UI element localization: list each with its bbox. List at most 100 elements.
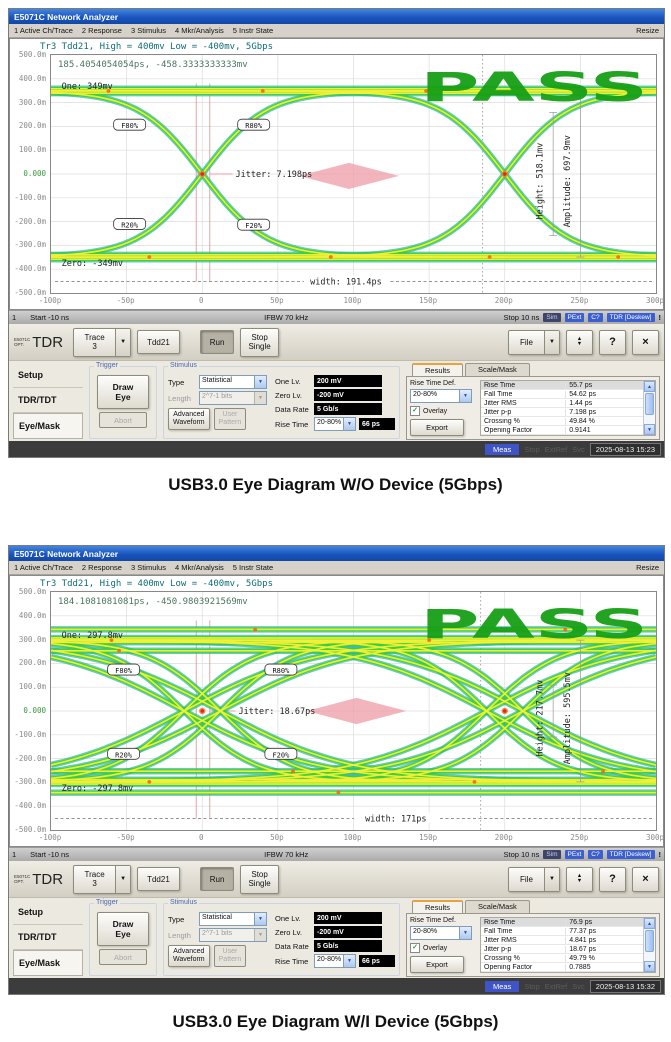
stop-single-button[interactable]: Stop Single	[240, 327, 279, 357]
type-dropdown[interactable]: Statistical ▼	[199, 375, 267, 389]
trace-select-button[interactable]: Trace 3 ▼	[73, 327, 132, 357]
tab-setup[interactable]: Setup	[13, 363, 83, 388]
window-title: E5071C Network Analyzer	[14, 11, 119, 22]
scroll-down-icon[interactable]: ▼	[644, 424, 655, 435]
menu-resize[interactable]: Resize	[636, 26, 659, 35]
ifbw-value: IFBW 70 kHz	[264, 313, 309, 322]
menu-instr-state[interactable]: 5 Instr State	[232, 563, 274, 572]
rise-time-def-dropdown[interactable]: 20-80% ▼	[314, 954, 356, 968]
menu-instr-state[interactable]: 5 Instr State	[232, 26, 274, 35]
tab-tdr-tdt[interactable]: TDR/TDT	[13, 925, 83, 950]
overlay-checkbox[interactable]: ✓	[410, 406, 420, 416]
badge-c2: C?	[588, 850, 603, 859]
tab-tdr-tdt[interactable]: TDR/TDT	[13, 388, 83, 413]
results-rise-def-dropdown[interactable]: 20-80% ▼	[410, 926, 472, 940]
tdd21-button[interactable]: Tdd21	[137, 330, 180, 354]
advanced-waveform-button[interactable]: Advanced Waveform	[168, 408, 210, 430]
abort-button[interactable]: Abort	[99, 949, 147, 965]
svg-text:Amplitude: 697.9mv: Amplitude: 697.9mv	[563, 135, 573, 227]
overlay-checkbox[interactable]: ✓	[410, 943, 420, 953]
file-button[interactable]: File ▼	[508, 329, 560, 355]
file-dropdown-arrow-icon[interactable]: ▼	[544, 330, 559, 354]
extref-status: ExtRef	[544, 444, 568, 454]
file-button[interactable]: File ▼	[508, 866, 560, 892]
advanced-line2: Waveform	[173, 419, 205, 426]
menu-mkr-analysis[interactable]: 4 Mkr/Analysis	[174, 563, 224, 572]
run-button[interactable]: Run	[199, 330, 235, 354]
rise-time-value[interactable]: 66 ps	[359, 955, 395, 967]
scrollbar-thumb[interactable]	[645, 393, 654, 415]
data-rate-value[interactable]: 5 Gb/s	[314, 403, 382, 415]
scrollbar-thumb[interactable]	[645, 930, 654, 952]
abort-button[interactable]: Abort	[99, 412, 147, 428]
draw-eye-button[interactable]: Draw Eye	[97, 375, 149, 409]
user-pattern-button[interactable]: User Pattern	[213, 945, 247, 967]
trace-select-button[interactable]: Trace 3 ▼	[73, 864, 132, 894]
window-title-bar[interactable]: E5071C Network Analyzer	[9, 9, 664, 24]
tab-scale-mask[interactable]: Scale/Mask	[465, 900, 530, 913]
expand-button[interactable]: ▲ ▼	[566, 866, 593, 892]
stop-value: Stop 10 ns	[503, 313, 540, 322]
help-button[interactable]: ?	[599, 329, 626, 355]
stop-single-button[interactable]: Stop Single	[240, 864, 279, 894]
svc-status: Svc	[572, 981, 585, 991]
tab-scale-mask[interactable]: Scale/Mask	[465, 363, 530, 376]
rise-time-def-dropdown[interactable]: 20-80% ▼	[314, 417, 356, 431]
trace-dropdown-arrow-icon[interactable]: ▼	[115, 328, 131, 356]
data-rate-label: Data Rate	[275, 941, 309, 951]
scroll-up-icon[interactable]: ▲	[644, 918, 655, 929]
tab-eye-mask[interactable]: Eye/Mask	[13, 413, 83, 439]
eye-diagram-plot[interactable]: 184.1081081081ps, -450.9803921569mv One: …	[50, 591, 657, 831]
rise-time-value[interactable]: 66 ps	[359, 418, 395, 430]
advanced-waveform-button[interactable]: Advanced Waveform	[168, 945, 210, 967]
results-rise-def-dropdown[interactable]: 20-80% ▼	[410, 389, 472, 403]
menu-stimulus[interactable]: 3 Stimulus	[130, 563, 166, 572]
user-pattern-line1: User	[222, 948, 238, 955]
user-pattern-line2: Pattern	[218, 956, 242, 963]
close-button[interactable]: ×	[632, 866, 659, 892]
draw-eye-button[interactable]: Draw Eye	[97, 912, 149, 946]
tab-setup[interactable]: Setup	[13, 900, 83, 925]
menu-response[interactable]: 2 Response	[81, 26, 122, 35]
menu-response[interactable]: 2 Response	[81, 563, 122, 572]
trace-dropdown-arrow-icon[interactable]: ▼	[115, 865, 131, 893]
help-button[interactable]: ?	[599, 866, 626, 892]
analyzer-window: E5071C Network Analyzer 1 Active Ch/Trac…	[8, 8, 665, 458]
menu-resize[interactable]: Resize	[636, 563, 659, 572]
window-title-bar[interactable]: E5071C Network Analyzer	[9, 546, 664, 561]
expand-button[interactable]: ▲ ▼	[566, 329, 593, 355]
tab-eye-mask[interactable]: Eye/Mask	[13, 950, 83, 976]
file-dropdown-arrow-icon[interactable]: ▼	[544, 867, 559, 891]
tab-results[interactable]: Results	[412, 900, 464, 913]
zero-level-value[interactable]: -200 mV	[314, 926, 382, 938]
tdd21-button[interactable]: Tdd21	[137, 867, 180, 891]
stimulus-group-label: Stimulus	[168, 899, 199, 906]
results-controls: Rise Time Def. 20-80% ▼ ✓ Overlay Export	[410, 380, 476, 436]
one-level-value[interactable]: 200 mV	[314, 375, 382, 387]
file-label: File	[520, 874, 533, 884]
scroll-down-icon[interactable]: ▼	[644, 961, 655, 972]
menu-stimulus[interactable]: 3 Stimulus	[130, 26, 166, 35]
svc-status: Svc	[572, 444, 585, 454]
menu-active-ch-trace[interactable]: 1 Active Ch/Trace	[14, 26, 73, 35]
export-button[interactable]: Export	[410, 419, 464, 436]
advanced-line1: Advanced	[173, 948, 205, 955]
one-level-value[interactable]: 200 mV	[314, 912, 382, 924]
results-scrollbar[interactable]: ▲ ▼	[643, 381, 655, 435]
data-rate-value[interactable]: 5 Gb/s	[314, 940, 382, 952]
menu-mkr-analysis[interactable]: 4 Mkr/Analysis	[174, 26, 224, 35]
zero-level-value[interactable]: -200 mV	[314, 389, 382, 401]
channel-number: 1	[12, 850, 17, 859]
eye-diagram-plot[interactable]: 185.4054054054ps, -458.3333333333mv One: …	[50, 54, 657, 294]
export-button[interactable]: Export	[410, 956, 464, 973]
scroll-up-icon[interactable]: ▲	[644, 381, 655, 392]
results-scrollbar[interactable]: ▲ ▼	[643, 918, 655, 972]
close-button[interactable]: ×	[632, 329, 659, 355]
user-pattern-button[interactable]: User Pattern	[213, 408, 247, 430]
tab-results[interactable]: Results	[412, 363, 464, 376]
run-button[interactable]: Run	[199, 867, 235, 891]
menu-active-ch-trace[interactable]: 1 Active Ch/Trace	[14, 563, 73, 572]
results-dropdown-arrow-icon: ▼	[459, 927, 471, 939]
one-level-label: One Lv.	[275, 376, 301, 386]
type-dropdown[interactable]: Statistical ▼	[199, 912, 267, 926]
